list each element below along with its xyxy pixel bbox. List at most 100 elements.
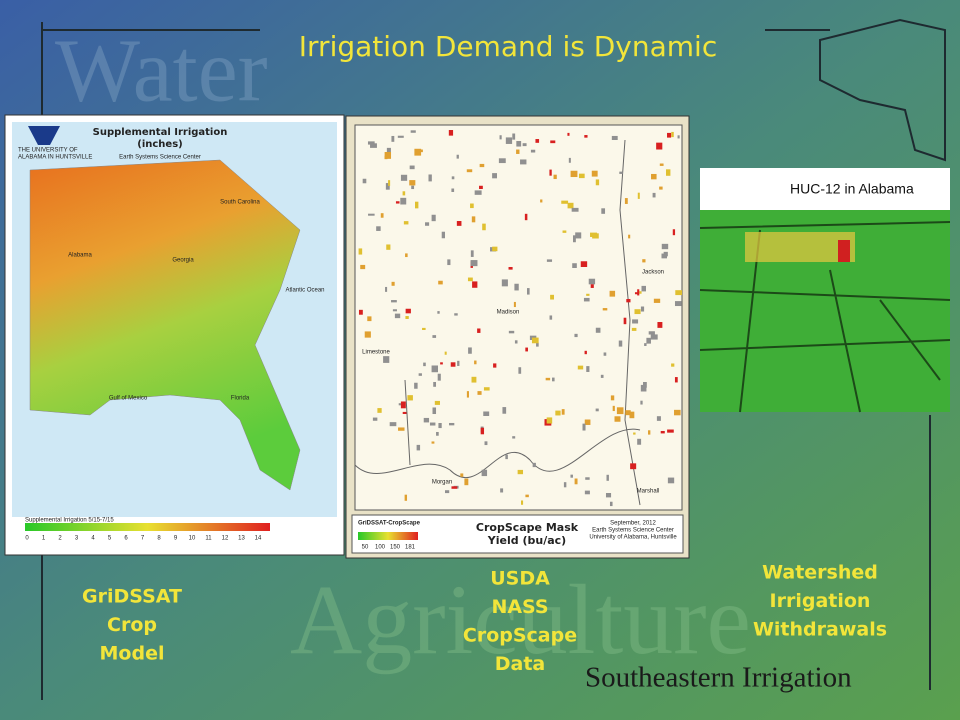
crop-patch bbox=[438, 280, 443, 285]
crop-patch bbox=[440, 362, 443, 365]
caption: Crop bbox=[107, 614, 157, 636]
crop-patch bbox=[634, 309, 641, 315]
crop-patch bbox=[644, 343, 647, 346]
crop-patch bbox=[471, 216, 476, 223]
crop-patch bbox=[516, 149, 520, 154]
legend-label: 10 bbox=[189, 536, 196, 542]
crop-patch bbox=[530, 149, 536, 153]
crop-patch bbox=[525, 347, 528, 352]
crop-patch bbox=[362, 178, 367, 184]
crop-patch bbox=[586, 366, 590, 372]
crop-patch bbox=[601, 208, 606, 214]
crop-patch bbox=[629, 411, 635, 419]
crop-patch bbox=[445, 490, 450, 494]
legend-label: 1 bbox=[42, 536, 46, 542]
crop-patch bbox=[389, 422, 397, 427]
crop-patch bbox=[372, 417, 378, 421]
crop-patch bbox=[402, 191, 406, 196]
crop-patch bbox=[584, 350, 587, 355]
crop-patch bbox=[411, 185, 415, 190]
crop-patch bbox=[438, 422, 442, 429]
crop-patch bbox=[423, 362, 426, 367]
crop-patch bbox=[422, 327, 426, 330]
crop-patch bbox=[449, 422, 455, 426]
crop-patch bbox=[531, 337, 539, 344]
crop-patch bbox=[380, 213, 384, 218]
crop-patch bbox=[595, 327, 601, 333]
crop-patch bbox=[391, 281, 395, 286]
crop-patch bbox=[456, 154, 459, 159]
crop-patch bbox=[637, 192, 640, 199]
crop-patch bbox=[451, 188, 455, 192]
crop-patch bbox=[585, 477, 590, 480]
crop-patch bbox=[484, 441, 488, 446]
crop-patch bbox=[572, 235, 576, 243]
crop-patch bbox=[450, 362, 456, 367]
crop-patch bbox=[563, 482, 567, 488]
crop-patch bbox=[640, 384, 647, 392]
crop-patch bbox=[403, 221, 409, 225]
crop-patch bbox=[474, 360, 477, 365]
crop-patch bbox=[505, 454, 508, 460]
crop-patch bbox=[402, 411, 407, 415]
crop-patch bbox=[437, 373, 441, 381]
crop-patch bbox=[562, 230, 567, 233]
crop-patch bbox=[667, 477, 675, 484]
crop-patch bbox=[545, 377, 551, 381]
crop-patch bbox=[392, 309, 397, 312]
crop-patch bbox=[436, 431, 439, 436]
map-title: HUC-12 in Alabama bbox=[790, 181, 914, 197]
crop-patch bbox=[653, 298, 661, 303]
crop-patch bbox=[605, 493, 612, 498]
credit: Earth Systems Science Center bbox=[592, 528, 674, 534]
crop-patch bbox=[606, 474, 609, 481]
crop-patch bbox=[640, 306, 645, 312]
place-label: Jackson bbox=[642, 270, 664, 276]
footer: Southeastern Irrigation bbox=[585, 662, 852, 694]
crop-patch bbox=[376, 226, 381, 231]
crop-patch bbox=[407, 395, 413, 401]
crop-patch bbox=[660, 430, 665, 434]
crop-patch bbox=[499, 135, 502, 140]
crop-patch bbox=[483, 387, 490, 391]
crop-patch bbox=[624, 198, 628, 204]
crop-patch bbox=[521, 500, 524, 505]
crop-patch bbox=[584, 135, 588, 138]
crop-patch bbox=[514, 340, 518, 344]
crop-patch bbox=[612, 405, 615, 412]
crop-patch bbox=[470, 203, 474, 209]
crop-patch bbox=[567, 202, 574, 209]
crop-patch bbox=[590, 284, 594, 288]
crop-patch bbox=[550, 294, 555, 300]
crop-patch bbox=[454, 313, 458, 316]
crop-patch bbox=[555, 410, 561, 416]
crop-patch bbox=[619, 171, 623, 174]
crop-patch bbox=[549, 169, 552, 176]
legend-label: 11 bbox=[205, 536, 212, 542]
caption: Data bbox=[495, 653, 546, 675]
crop-patch bbox=[618, 340, 623, 347]
crop-patch bbox=[397, 135, 404, 138]
crop-patch bbox=[628, 234, 631, 239]
crop-patch bbox=[483, 411, 490, 416]
crop-patch bbox=[358, 248, 363, 255]
map-panel bbox=[699, 168, 951, 413]
crop-patch bbox=[674, 301, 682, 307]
map-title: Yield (bu/ac) bbox=[487, 534, 566, 547]
crop-patch bbox=[398, 427, 405, 431]
crop-patch bbox=[470, 260, 478, 267]
map-title: Supplemental Irrigation bbox=[93, 127, 228, 138]
caption: Watershed bbox=[762, 562, 878, 584]
crop-patch bbox=[377, 408, 382, 413]
crop-patch bbox=[532, 462, 536, 468]
crop-patch bbox=[651, 173, 657, 180]
crop-patch bbox=[423, 417, 430, 423]
crop-patch bbox=[409, 165, 415, 170]
crop-patch bbox=[429, 422, 436, 426]
crop-patch bbox=[609, 501, 613, 507]
legend-label: 14 bbox=[255, 536, 262, 542]
crop-patch bbox=[609, 290, 616, 297]
crop-patch bbox=[652, 192, 656, 198]
crop-patch bbox=[527, 288, 530, 295]
